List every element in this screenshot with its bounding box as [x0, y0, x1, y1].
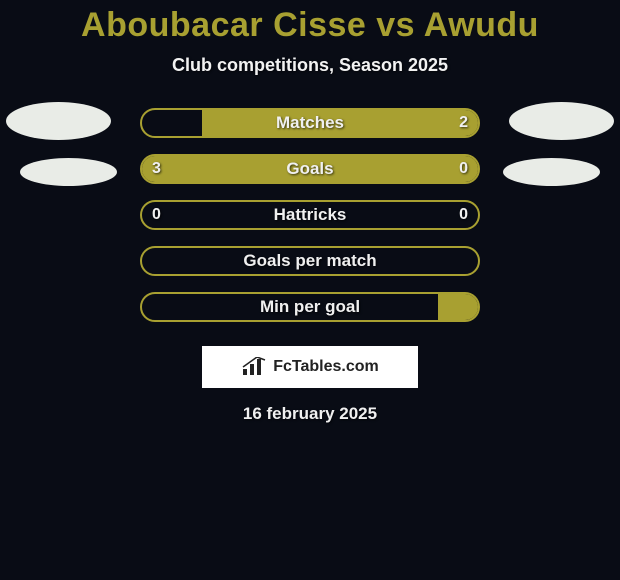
stat-row-hattricks: Hattricks 0 0 [0, 198, 620, 244]
player-left-ellipse [20, 158, 117, 186]
player-left-ellipse [6, 102, 111, 140]
stat-row-min-per-goal: Min per goal [0, 290, 620, 336]
stat-row-goals-per-match: Goals per match [0, 244, 620, 290]
bar-fill-right [202, 110, 478, 136]
stat-value-right: 2 [459, 108, 468, 138]
bar-fill-right [438, 294, 478, 320]
stat-row-goals: Goals 3 0 [0, 152, 620, 198]
bar-goals [140, 154, 480, 184]
subtitle: Club competitions, Season 2025 [0, 55, 620, 76]
bar-fill-left [142, 156, 397, 182]
logo-box: FcTables.com [202, 346, 418, 388]
bar-hattricks [140, 200, 480, 230]
bar-matches [140, 108, 480, 138]
stat-value-right: 0 [459, 154, 468, 184]
bar-min-per-goal [140, 292, 480, 322]
comparison-infographic: Aboubacar Cisse vs Awudu Club competitio… [0, 0, 620, 580]
player-right-ellipse [509, 102, 614, 140]
bar-goals-per-match [140, 246, 480, 276]
page-title: Aboubacar Cisse vs Awudu [0, 0, 620, 45]
bar-chart-icon [241, 357, 267, 377]
logo-text: FcTables.com [273, 358, 379, 376]
stat-value-left: 3 [152, 154, 161, 184]
stat-rows: Matches 2 Goals 3 0 Hattricks 0 0 [0, 106, 620, 336]
date-text: 16 february 2025 [0, 404, 620, 424]
stat-value-left: 0 [152, 200, 161, 230]
stat-row-matches: Matches 2 [0, 106, 620, 152]
player-right-ellipse [503, 158, 600, 186]
stat-value-right: 0 [459, 200, 468, 230]
